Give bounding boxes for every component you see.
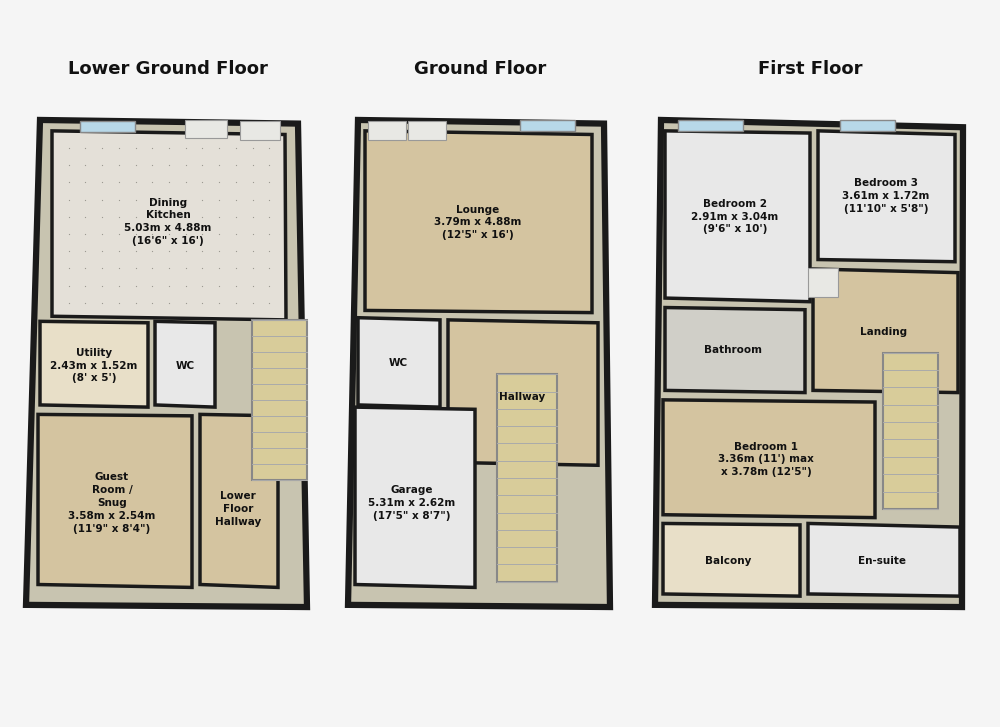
- Polygon shape: [40, 321, 148, 407]
- Bar: [520, 120, 575, 131]
- Text: Ground Floor: Ground Floor: [414, 60, 546, 78]
- Polygon shape: [655, 120, 963, 607]
- Text: Dining
Kitchen
5.03m x 4.88m
(16'6" x 16'): Dining Kitchen 5.03m x 4.88m (16'6" x 16…: [124, 198, 212, 246]
- Bar: [368, 121, 406, 140]
- Polygon shape: [355, 407, 475, 587]
- Polygon shape: [808, 523, 960, 596]
- Text: Bathroom: Bathroom: [704, 345, 762, 356]
- Polygon shape: [365, 131, 592, 313]
- Text: Garage
5.31m x 2.62m
(17'5" x 8'7"): Garage 5.31m x 2.62m (17'5" x 8'7"): [368, 486, 456, 521]
- Text: Landing: Landing: [860, 326, 908, 337]
- Polygon shape: [665, 131, 810, 302]
- Bar: [408, 121, 446, 140]
- Text: Bedroom 2
2.91m x 3.04m
(9'6" x 10'): Bedroom 2 2.91m x 3.04m (9'6" x 10'): [691, 199, 779, 234]
- Polygon shape: [665, 308, 805, 393]
- Polygon shape: [813, 269, 958, 393]
- Polygon shape: [663, 400, 875, 518]
- Bar: [497, 374, 557, 582]
- Text: Bedroom 3
3.61m x 1.72m
(11'10" x 5'8"): Bedroom 3 3.61m x 1.72m (11'10" x 5'8"): [842, 179, 930, 214]
- Bar: [240, 121, 280, 140]
- Text: First Floor: First Floor: [758, 60, 862, 78]
- Text: Utility
2.43m x 1.52m
(8' x 5'): Utility 2.43m x 1.52m (8' x 5'): [50, 348, 138, 383]
- Text: Lower Ground Floor: Lower Ground Floor: [68, 60, 268, 78]
- Text: Hallway: Hallway: [499, 392, 545, 402]
- Bar: [883, 353, 938, 509]
- Bar: [808, 268, 838, 297]
- Polygon shape: [348, 120, 610, 607]
- Text: Balcony: Balcony: [705, 556, 751, 566]
- Text: Lower
Floor
Hallway: Lower Floor Hallway: [215, 491, 261, 526]
- Bar: [840, 120, 895, 131]
- Polygon shape: [38, 414, 192, 587]
- Text: WC: WC: [388, 358, 408, 369]
- Text: Lounge
3.79m x 4.88m
(12'5" x 16'): Lounge 3.79m x 4.88m (12'5" x 16'): [434, 205, 522, 240]
- Polygon shape: [200, 414, 278, 587]
- Bar: [80, 121, 135, 132]
- Polygon shape: [155, 321, 215, 407]
- Polygon shape: [26, 120, 307, 607]
- Polygon shape: [448, 320, 598, 465]
- Polygon shape: [663, 523, 800, 596]
- Bar: [252, 320, 307, 480]
- Polygon shape: [52, 131, 286, 320]
- Text: En-suite: En-suite: [858, 556, 906, 566]
- Polygon shape: [818, 131, 955, 262]
- Polygon shape: [358, 318, 440, 407]
- Text: Bedroom 1
3.36m (11') max
x 3.78m (12'5"): Bedroom 1 3.36m (11') max x 3.78m (12'5"…: [718, 442, 814, 477]
- Bar: [678, 120, 743, 131]
- Bar: [185, 120, 227, 138]
- Text: Guest
Room /
Snug
3.58m x 2.54m
(11'9" x 8'4"): Guest Room / Snug 3.58m x 2.54m (11'9" x…: [68, 473, 156, 534]
- Text: WC: WC: [175, 361, 195, 371]
